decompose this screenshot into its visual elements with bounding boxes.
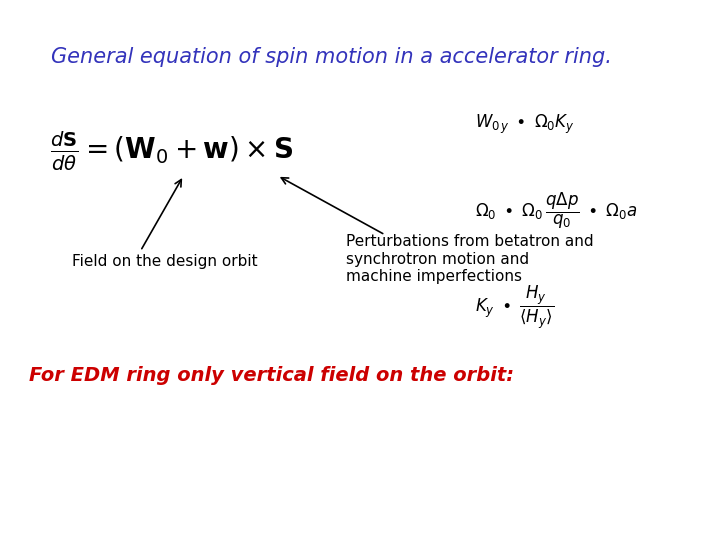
Text: $W_{0\,y}\;\bullet\;\Omega_0 K_y$: $W_{0\,y}\;\bullet\;\Omega_0 K_y$ [475, 113, 575, 136]
Text: General equation of spin motion in a accelerator ring.: General equation of spin motion in a acc… [51, 46, 611, 67]
Text: $K_y\;\bullet\;\dfrac{H_y}{\langle H_y \rangle}$: $K_y\;\bullet\;\dfrac{H_y}{\langle H_y \… [475, 284, 554, 332]
Text: Field on the design orbit: Field on the design orbit [72, 254, 258, 269]
Text: For EDM ring only vertical field on the orbit:: For EDM ring only vertical field on the … [29, 366, 514, 385]
Text: $\Omega_0\;\bullet\;\Omega_0\,\dfrac{q\Delta p}{q_0}\;\bullet\;\Omega_0 a$: $\Omega_0\;\bullet\;\Omega_0\,\dfrac{q\D… [475, 191, 638, 231]
Text: $\frac{d\mathbf{S}}{d\theta} = (\mathbf{W}_0 + \mathbf{w}) \times \mathbf{S}$: $\frac{d\mathbf{S}}{d\theta} = (\mathbf{… [50, 130, 294, 173]
Text: Perturbations from betatron and
synchrotron motion and
machine imperfections: Perturbations from betatron and synchrot… [346, 234, 593, 284]
